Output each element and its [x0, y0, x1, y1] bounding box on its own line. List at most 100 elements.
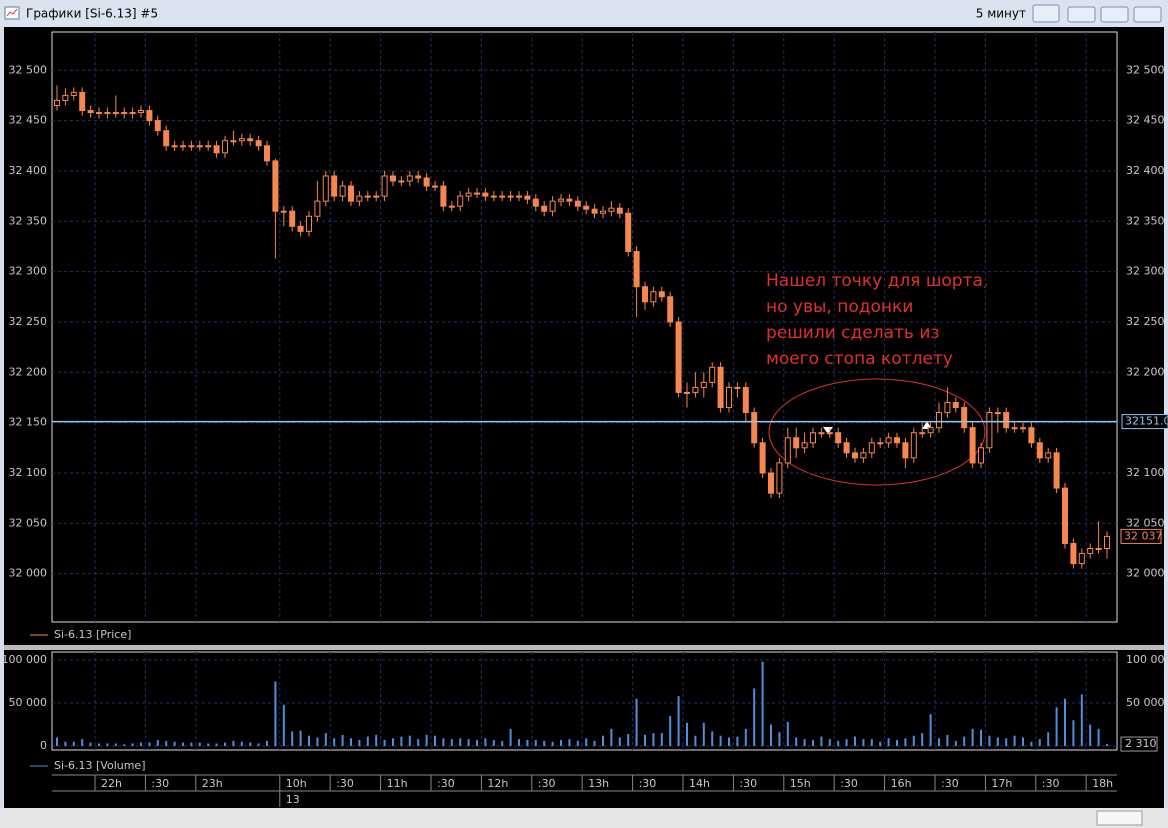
volume-bar — [610, 728, 613, 747]
volume-pane — [51, 651, 1118, 751]
candle-body — [524, 195, 531, 200]
volume-bar — [400, 736, 403, 747]
volume-bar — [358, 740, 361, 747]
candle-body — [885, 437, 892, 444]
candle-body — [558, 198, 564, 202]
volume-bar — [341, 734, 344, 747]
candle-body — [146, 110, 153, 122]
volume-bar — [392, 738, 394, 747]
candle-body — [482, 192, 489, 197]
candle-body — [356, 195, 363, 202]
volume-bar — [828, 739, 831, 747]
candle-body — [331, 175, 338, 197]
volume-bar — [425, 734, 428, 747]
candle-body — [600, 210, 606, 214]
candle-body — [692, 386, 699, 393]
anchor-button[interactable] — [1032, 4, 1060, 23]
volume-bar — [1089, 724, 1092, 747]
volume-bar — [1013, 735, 1016, 747]
x-tick-label: 14h — [689, 777, 710, 790]
close-button[interactable] — [1133, 6, 1162, 23]
volume-bar — [1047, 732, 1050, 747]
volume-bar — [728, 737, 730, 747]
candle-body — [994, 412, 1001, 415]
volume-bar — [635, 698, 638, 747]
timeframe[interactable]: 5 минут — [976, 7, 1026, 21]
x-tick-label: 15h — [790, 777, 811, 790]
candle-body — [222, 140, 228, 154]
candle-body — [868, 442, 875, 454]
candle-body — [986, 412, 993, 449]
maximize-button[interactable] — [1100, 6, 1129, 23]
candle-body — [112, 112, 119, 115]
title-bar — [0, 0, 1168, 27]
candle-body — [642, 286, 648, 303]
volume-bar — [744, 728, 747, 747]
volume-bar — [568, 739, 571, 747]
candle-body — [751, 412, 758, 444]
y-tick-label-right: 100 000 — [1126, 653, 1168, 666]
volume-bar — [173, 741, 176, 747]
x-tick-label: 16h — [891, 777, 912, 790]
candle-body — [264, 145, 270, 162]
candle-body — [364, 195, 371, 198]
volume-bar — [383, 740, 386, 747]
volume-bar — [854, 736, 856, 747]
candle-body — [902, 442, 909, 459]
volume-bar — [686, 722, 688, 747]
y-tick-label-right: 32 350 — [1126, 214, 1165, 227]
volume-bar — [761, 661, 764, 747]
candle-body — [835, 432, 842, 444]
candle-body — [62, 94, 69, 101]
volume-bar — [450, 739, 453, 747]
candle-body — [440, 185, 447, 207]
scroll-thumb[interactable] — [1096, 810, 1143, 826]
volume-bar — [81, 739, 84, 747]
candle-body — [104, 112, 111, 115]
x-tick-label: 18h — [1092, 777, 1113, 790]
candle-body — [742, 386, 749, 414]
volume-bar — [551, 741, 554, 747]
candle-body — [919, 432, 926, 435]
volume-bar — [912, 735, 915, 747]
volume-bar — [240, 741, 243, 747]
sell-arrow — [823, 427, 833, 434]
volume-bar — [148, 742, 151, 747]
volume-bar — [291, 731, 294, 747]
volume-bar — [114, 743, 117, 747]
volume-bar — [879, 741, 882, 747]
candle-body — [944, 402, 951, 414]
volume-bar — [56, 737, 58, 747]
volume-bar — [1080, 694, 1083, 747]
volume-bar — [1038, 739, 1041, 747]
volume-bar — [274, 681, 277, 747]
volume-bar — [534, 740, 537, 747]
volume-bar — [140, 742, 142, 747]
y-tick-label: 100 000 — [2, 653, 48, 666]
volume-bar — [308, 735, 310, 747]
candle-body — [625, 212, 632, 252]
volume-bar — [1072, 720, 1075, 747]
candle-body — [390, 175, 396, 182]
scrollbar[interactable] — [0, 808, 1168, 828]
x-tick-label: 12h — [487, 777, 508, 790]
minimize-button[interactable] — [1067, 6, 1096, 23]
highlight-ellipse — [768, 378, 986, 486]
candle-body — [910, 432, 917, 459]
volume-bar — [862, 739, 865, 747]
annotation-line: решили сделать из — [766, 323, 939, 343]
candle-body — [196, 145, 203, 148]
candle-body — [709, 366, 716, 383]
candle-body — [961, 407, 968, 429]
volume-bar — [492, 740, 495, 747]
volume-bar — [669, 715, 672, 747]
candle-body — [297, 225, 304, 232]
volume-bar — [694, 735, 697, 747]
volume-bar — [366, 736, 369, 747]
volume-bar — [837, 740, 840, 747]
volume-bar — [576, 740, 579, 747]
volume-bar — [1055, 707, 1058, 747]
volume-bar — [845, 739, 848, 747]
annotation-line: но увы, подонки — [766, 297, 913, 317]
y-tick-label: 32 150 — [9, 416, 48, 429]
